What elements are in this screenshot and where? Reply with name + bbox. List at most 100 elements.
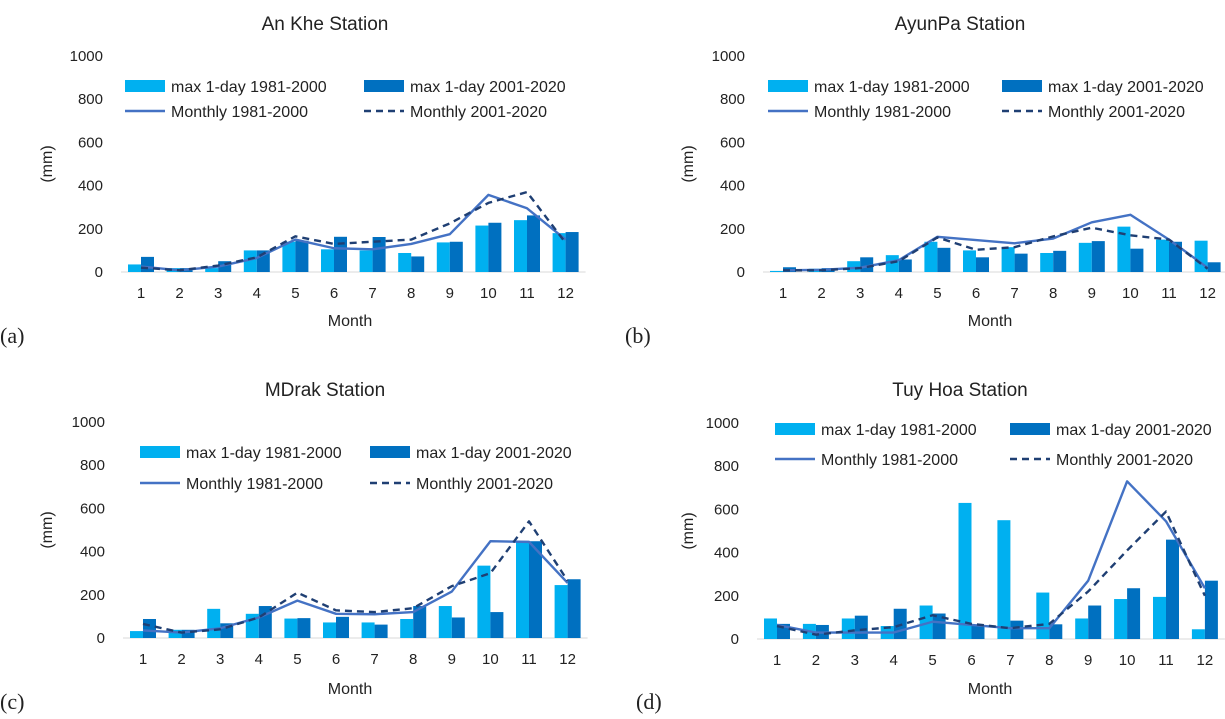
panel-d-bar-max-1981-2000 [1036,592,1050,639]
panel-a-bar-max-2001-2020 [334,236,347,272]
panel-c-y-tick-label: 800 [80,457,105,474]
panel-c-bar-max-2001-2020 [374,624,388,638]
panel-a-bar-max-1981-2000 [321,249,334,272]
panel-a-bar-max-1981-2000 [475,225,489,272]
panel-c-bar-max-2001-2020 [258,606,272,638]
panel-b-bar-max-1981-2000 [1117,226,1131,272]
panel-a-bar-max-2001-2020 [527,215,540,272]
panel-a-bar-max-2001-2020 [488,222,502,272]
panel-b-y-axis-label: (mm) [680,145,697,182]
panel-a-x-tick-label: 9 [446,285,454,302]
panel-d-x-tick-label: 6 [967,652,975,669]
panel-a-x-tick-label: 6 [330,285,338,302]
panel-a-y-tick-label: 600 [78,134,103,151]
panel-a-bar-max-2001-2020 [218,261,232,272]
panel-b-bar-max-2001-2020 [976,257,989,272]
panel-a-bar-max-1981-2000 [552,233,566,272]
panel-d-bar-max-1981-2000 [1114,599,1128,639]
panel-b-x-axis-label: Month [968,313,1012,330]
panel-c-legend-max-2001-2020-label: max 1-day 2001-2020 [416,445,572,462]
panel-d-title: Tuy Hoa Station [892,380,1028,401]
panel-d-x-tick-label: 10 [1119,652,1136,669]
panel-a-x-tick-label: 1 [137,285,145,302]
panel-c-y-tick-label: 400 [80,544,105,561]
panel-b-bar-max-2001-2020 [1207,262,1221,272]
panel-d-y-tick-label: 400 [714,545,739,562]
panel-b-y-tick-label: 200 [720,221,745,238]
panel-b-x-tick-label: 9 [1088,285,1096,302]
panel-d-y-axis-label: (mm) [680,512,697,549]
panel-c-x-tick-label: 6 [332,651,340,668]
panel-a-line-monthly-1981-2000 [140,193,567,272]
panel-c-bar-max-1981-2000 [400,618,414,638]
panel-c-x-tick-label: 8 [409,651,417,668]
panel-b-line-monthly-2001-2020 [783,226,1209,272]
panel-d-y-tick-label: 200 [714,588,739,605]
panel-d-bar-max-2001-2020 [1010,620,1024,639]
panel-b-bar-max-1981-2000 [847,261,861,272]
panel-b-bar-max-2001-2020 [898,259,912,272]
panel-b-bar-max-1981-2000 [770,270,783,272]
panel-a-bar-max-2001-2020 [141,256,154,272]
panel-d-bar-max-1981-2000 [1191,629,1205,639]
panel-d-x-tick-label: 11 [1158,652,1174,669]
panel-b-bar-max-2001-2020 [1053,250,1067,272]
panel-d-x-tick-label: 12 [1197,652,1214,669]
panel-d-bar-max-1981-2000 [1153,596,1166,639]
panel-a-line-monthly-2001-2020 [140,190,567,272]
panel-c-bar-max-2001-2020 [413,606,427,638]
panel-d-y-tick-label: 600 [714,501,739,518]
panel-d-line-monthly-1981-2000 [776,480,1206,634]
panel-d-bar-max-2001-2020 [1204,580,1218,639]
panel-c-x-tick-label: 9 [448,651,456,668]
panel-a-legend-monthly-1981-2000-label: Monthly 1981-2000 [171,104,308,121]
panel-a-legend-max-1981-2000-label: max 1-day 1981-2000 [171,79,327,96]
panel-b-bar-max-2001-2020 [1091,241,1105,272]
panel-a-x-tick-label: 12 [557,285,574,302]
panel-d-x-tick-label: 9 [1084,652,1092,669]
panel-a-y-tick-label: 400 [78,178,103,195]
panel-d-bar-max-1981-2000 [1075,618,1089,639]
panel-a-legend-max-2001-2020-label: max 1-day 2001-2020 [410,79,566,96]
panel-a-y-tick-label: 0 [95,264,103,281]
panel-a-bar-max-2001-2020 [372,237,386,272]
panel-d-legend-max-1981-2000-label: max 1-day 1981-2000 [821,422,977,439]
panel-c-legend-max-2001-2020-swatch [370,446,410,458]
panel-a-y-axis-label: (mm) [39,145,56,182]
panel-a-x-axis-label: Month [328,313,372,330]
panel-b-y-tick-label: 0 [737,264,745,281]
panel-b-x-tick-label: 6 [972,285,980,302]
panel-a-bar-max-1981-2000 [282,241,296,272]
panel-b-x-tick-label: 10 [1122,285,1139,302]
panel-b-legend-monthly-2001-2020-label: Monthly 2001-2020 [1048,104,1185,121]
panel-c-x-tick-label: 2 [177,651,185,668]
panel-c-x-tick-label: 12 [559,651,576,668]
panel-c-bar-max-1981-2000 [438,606,452,638]
panel-c-line-monthly-1981-2000 [142,540,569,634]
panel-b-x-tick-label: 5 [933,285,941,302]
panel-c-bar-max-2001-2020 [567,579,581,638]
panel-a-x-tick-label: 8 [407,285,415,302]
panel-d-legend-max-2001-2020-swatch [1010,423,1050,435]
panel-b-bar-max-1981-2000 [1156,239,1169,272]
panel-a-label: (a) [0,323,24,348]
panel-b-legend-max-2001-2020-swatch [1002,80,1042,92]
panel-d-y-tick-label: 1000 [706,415,739,432]
panel-c-x-axis-label: Month [328,681,372,698]
panel-b-y-tick-label: 400 [720,178,745,195]
panel-c-bar-max-1981-2000 [168,629,182,638]
panel-a-x-tick-label: 11 [519,285,535,302]
panel-c-legend-max-1981-2000-label: max 1-day 1981-2000 [186,445,342,462]
panel-b-x-tick-label: 8 [1049,285,1057,302]
panel-b-legend-max-2001-2020-label: max 1-day 2001-2020 [1048,79,1204,96]
panel-c-bar-max-1981-2000 [207,608,221,638]
panel-a-bar-max-1981-2000 [205,268,219,272]
panel-d-bar-max-2001-2020 [1088,605,1102,639]
panel-a-bar-max-1981-2000 [514,220,527,272]
panel-c-y-axis-label: (mm) [39,511,56,548]
panel-d-x-tick-label: 8 [1045,652,1053,669]
panel-b-label: (b) [625,323,651,348]
panel-a-bar-max-1981-2000 [359,250,373,272]
panel-d-bar-max-2001-2020 [971,624,985,639]
